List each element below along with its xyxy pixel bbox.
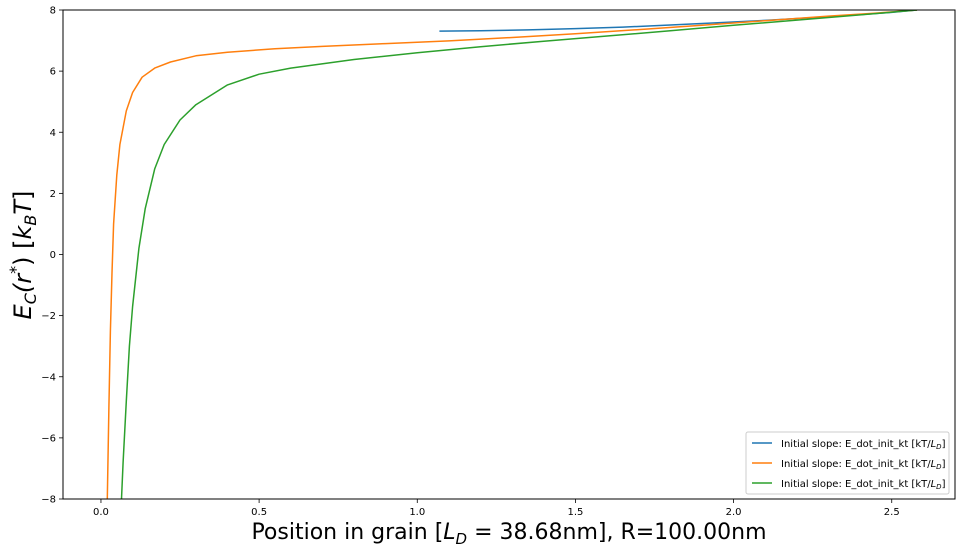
y-tick-label: −8	[41, 495, 56, 506]
x-tick-label: 0.5	[251, 507, 267, 518]
y-tick-label: 4	[50, 128, 56, 139]
y-tick-label: 2	[50, 189, 56, 200]
series-line-3	[120, 10, 918, 499]
series-layer	[106, 10, 918, 499]
legend-label: Initial slope: E_dot_init_kt [kT/LD]	[781, 439, 946, 451]
legend: Initial slope: E_dot_init_kt [kT/LD] Ini…	[745, 431, 950, 495]
x-axis-label: Position in grain [LD = 38.68nm], R=100.…	[251, 520, 766, 548]
y-tick-label: 0	[50, 250, 56, 261]
legend-entry: Initial slope: E_dot_init_kt [kT/LD]	[752, 479, 946, 491]
y-tick-label: −2	[41, 311, 56, 322]
y-tick-label: −6	[41, 433, 56, 444]
x-tick-label: 0.0	[93, 507, 109, 518]
y-tick-label: −4	[41, 372, 56, 383]
y-tick-label: 6	[50, 67, 56, 78]
x-tick-label: 2.0	[726, 507, 742, 518]
legend-entry: Initial slope: E_dot_init_kt [kT/LD]	[752, 459, 946, 471]
legend-box	[745, 431, 950, 495]
legend-label: Initial slope: E_dot_init_kt [kT/LD]	[781, 479, 946, 491]
y-axis-label: EC(r*) [kBT]	[6, 191, 40, 320]
y-ticks: −8 −6 −4 −2 0 2 4 6 8	[41, 6, 63, 506]
x-ticks: 0.0 0.5 1.0 1.5 2.0 2.5	[93, 499, 900, 518]
series-line-2	[106, 10, 918, 499]
x-tick-label: 2.5	[884, 507, 900, 518]
x-tick-label: 1.5	[567, 507, 583, 518]
y-tick-label: 8	[50, 6, 56, 17]
legend-entry: Initial slope: E_dot_init_kt [kT/LD]	[752, 439, 946, 451]
x-tick-label: 1.0	[409, 507, 425, 518]
legend-label: Initial slope: E_dot_init_kt [kT/LD]	[781, 459, 946, 471]
